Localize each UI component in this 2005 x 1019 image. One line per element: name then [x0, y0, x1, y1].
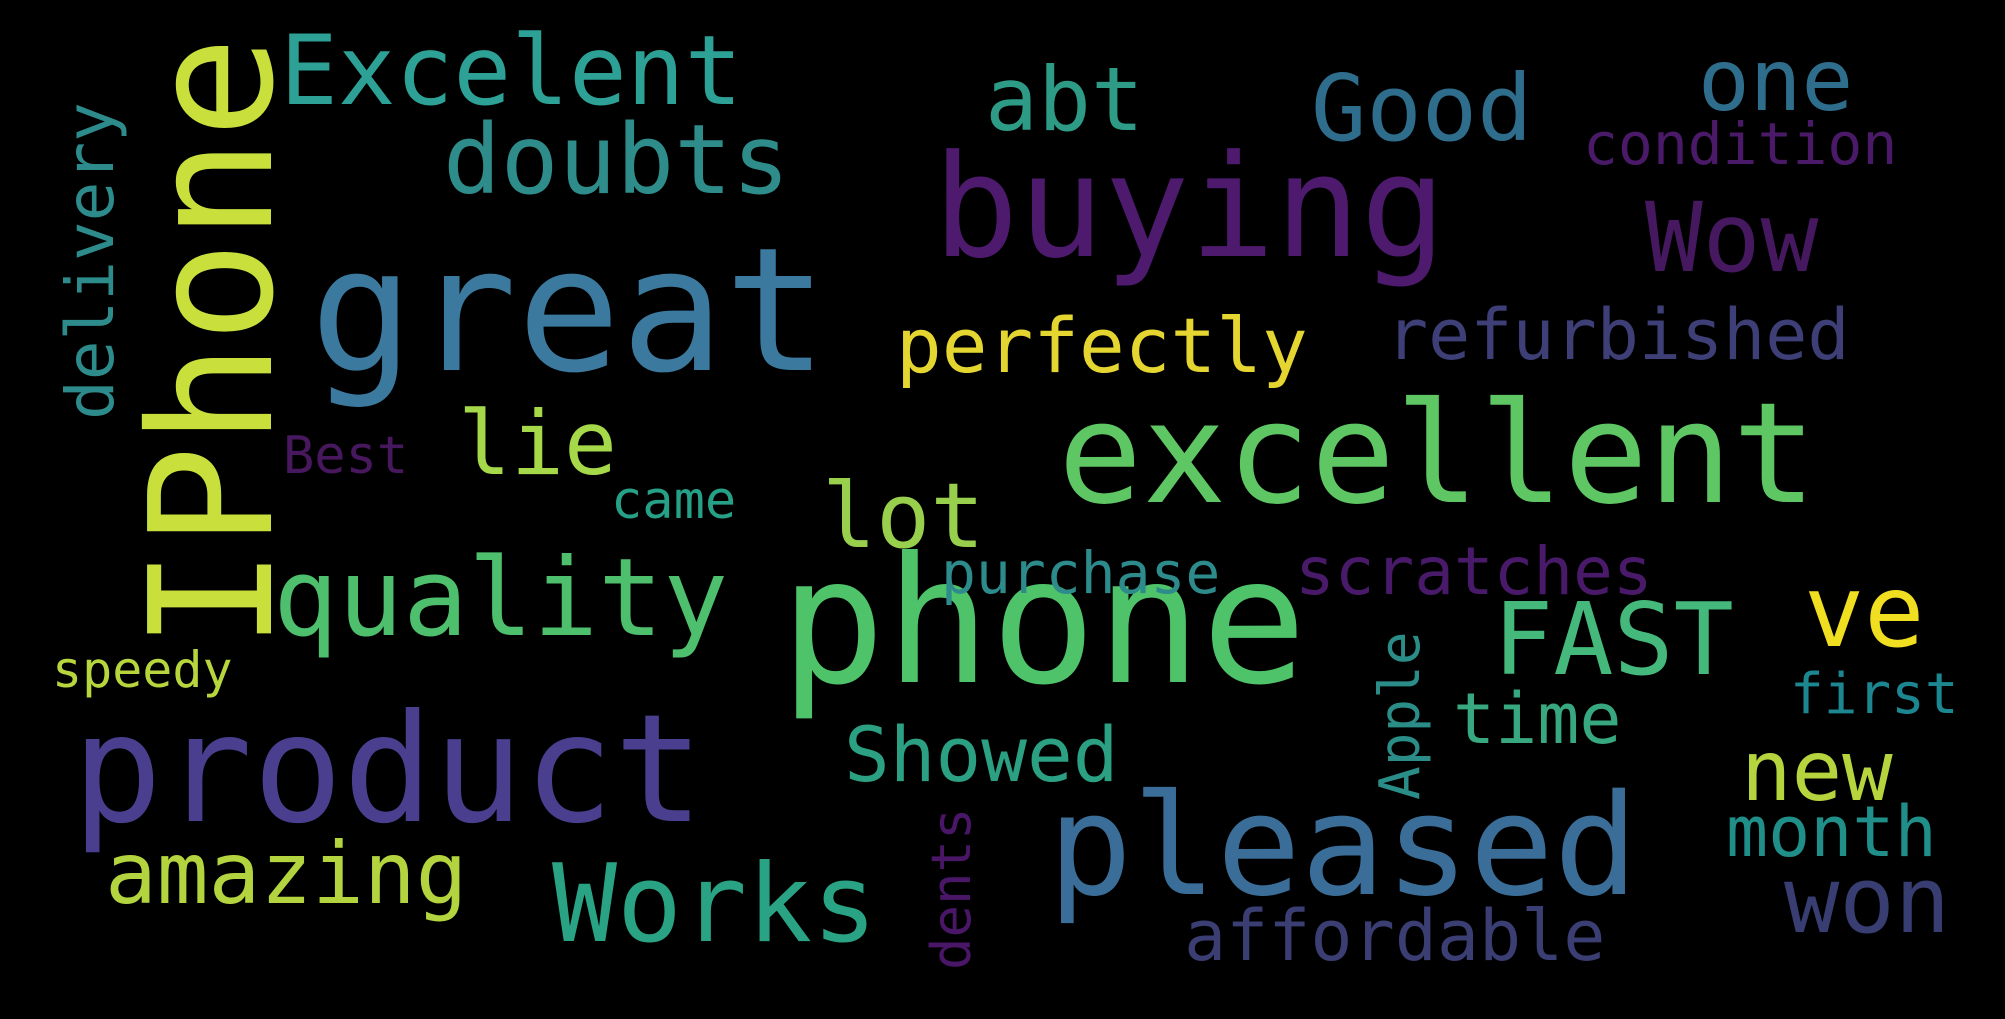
word-first: first	[1790, 662, 1959, 727]
word-best: Best	[283, 426, 409, 486]
word-excelent: Excelent	[280, 15, 743, 127]
word-abt: abt	[985, 48, 1144, 151]
word-works: Works	[552, 842, 878, 967]
word-quality: quality	[273, 536, 729, 661]
word-doubts: doubts	[443, 104, 790, 216]
word-dents: dents	[920, 807, 983, 970]
word-refurbished: refurbished	[1386, 294, 1850, 376]
word-won: won	[1784, 847, 1951, 954]
word-delivery: delivery	[52, 102, 129, 420]
word-affordable: affordable	[1184, 895, 1606, 977]
word-great: great	[310, 210, 828, 411]
word-buying: buying	[933, 125, 1446, 290]
word-speedy: speedy	[52, 641, 233, 699]
word-came: came	[611, 471, 737, 531]
word-condition: condition	[1583, 110, 1898, 178]
word-scratches: scratches	[1295, 533, 1653, 610]
word-wow: Wow	[1645, 182, 1819, 294]
word-product: product	[72, 683, 705, 857]
word-pleased: pleased	[1048, 765, 1639, 928]
word-excellent: excellent	[1058, 373, 1817, 536]
word-one: one	[1698, 31, 1854, 131]
word-new: new	[1741, 722, 1893, 820]
word-amazing: amazing	[105, 824, 468, 924]
word-apple: Apple	[1368, 631, 1433, 800]
word-lie: lie	[458, 392, 617, 495]
word-perfectly: perfectly	[896, 301, 1308, 390]
word-showed: Showed	[844, 710, 1119, 799]
word-lot: lot	[822, 464, 985, 569]
word-ve: ve	[1804, 553, 1925, 670]
word-purchase: purchase	[941, 539, 1221, 607]
word-time: time	[1453, 678, 1622, 760]
word-good: Good	[1311, 55, 1533, 162]
word-month: month	[1726, 791, 1937, 873]
word-phone: phone	[780, 521, 1307, 724]
word-fast: FAST	[1493, 581, 1734, 698]
